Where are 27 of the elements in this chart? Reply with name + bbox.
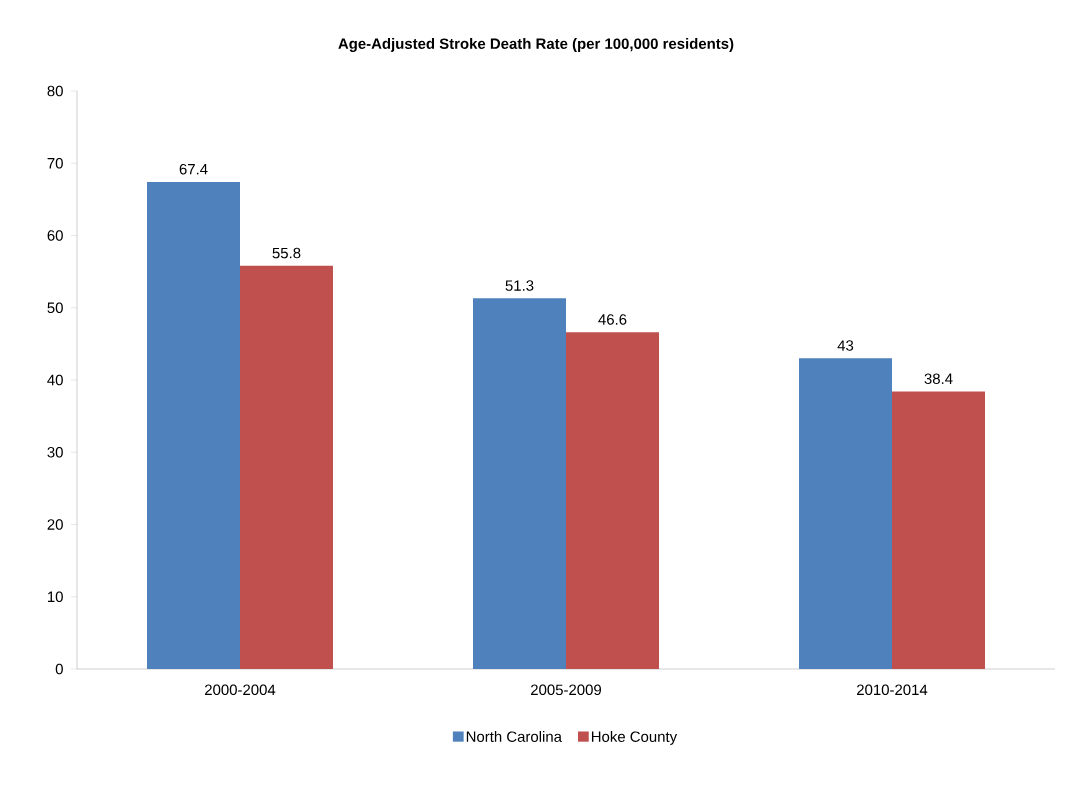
legend-label: North Carolina (466, 730, 562, 742)
x-tick-label: 2005-2009 (531, 684, 602, 696)
bar (240, 265, 333, 669)
bar (799, 358, 893, 669)
data-label: 38.4 (924, 373, 953, 385)
data-label: 55.8 (272, 247, 301, 259)
bar (566, 332, 660, 669)
chart-title: Age-Adjusted Stroke Death Rate (per 100,000 residents) (338, 37, 734, 52)
y-tick-label: 30 (47, 446, 63, 458)
y-tick-label: 70 (47, 157, 63, 169)
data-label: 67.4 (179, 163, 208, 175)
bar (892, 391, 986, 669)
y-tick-label: 80 (47, 85, 63, 97)
x-tick-label: 2000-2004 (205, 684, 276, 696)
y-tick-label: 20 (47, 519, 63, 530)
data-label: 43 (837, 340, 854, 351)
legend-label: Hoke County (591, 730, 678, 745)
data-label: 46.6 (598, 314, 627, 325)
y-tick-label: 40 (47, 374, 63, 386)
y-tick-label: 10 (48, 591, 63, 603)
bar (473, 298, 567, 669)
y-tick-label: 60 (47, 230, 63, 241)
y-tick-label: 0 (55, 663, 63, 675)
x-tick-label: 2010-2014 (857, 684, 928, 696)
bar (147, 182, 240, 669)
data-label: 51.3 (505, 280, 534, 291)
y-tick-label: 50 (47, 302, 63, 314)
